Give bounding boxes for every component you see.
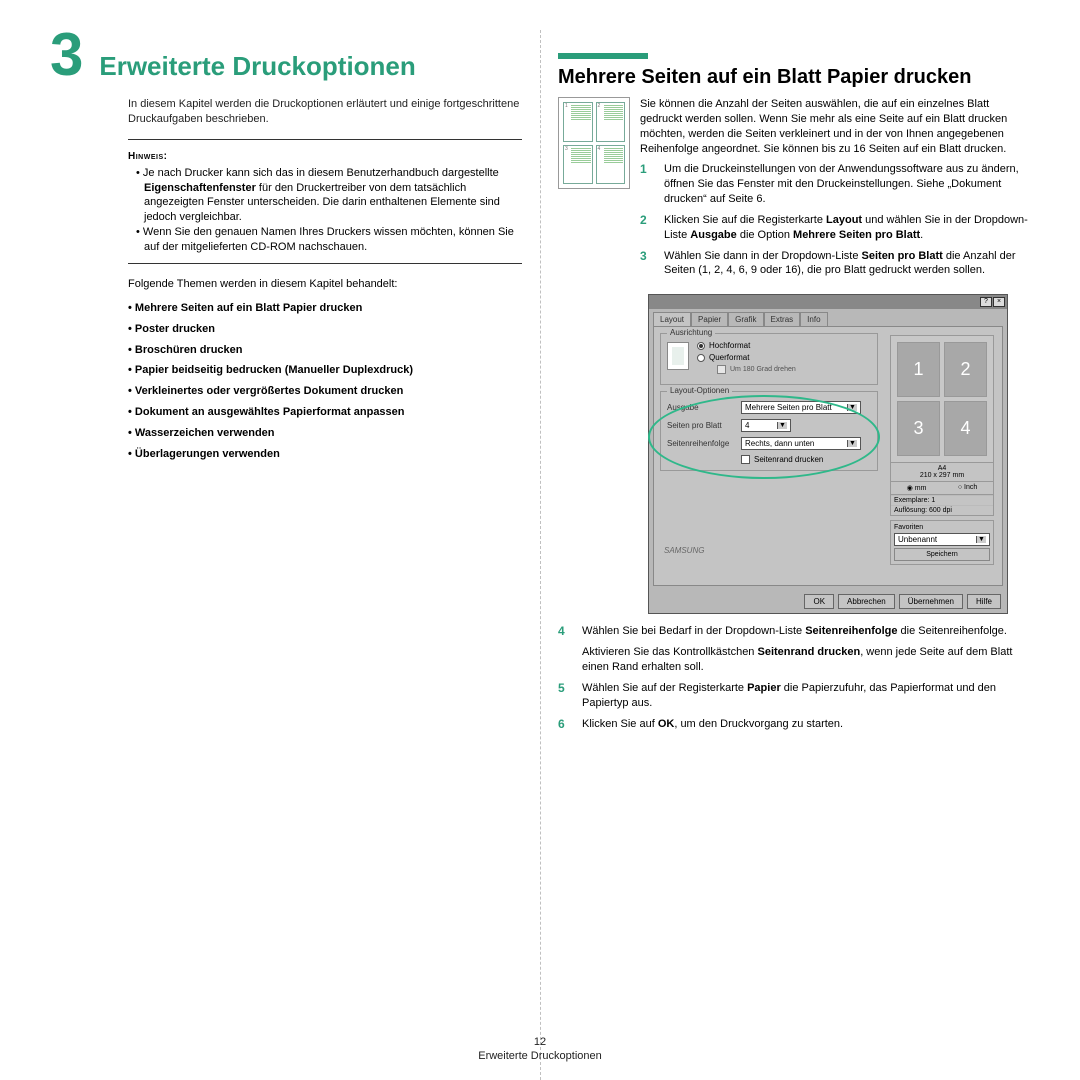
step-number: 3 — [640, 249, 654, 279]
topic-link[interactable]: Poster drucken — [128, 319, 522, 340]
note-item: Je nach Drucker kann sich das in diesem … — [136, 166, 522, 225]
topic-link[interactable]: Papier beidseitig bedrucken (Manueller D… — [128, 360, 522, 381]
dialog-titlebar: ?× — [649, 295, 1007, 309]
close-icon[interactable]: × — [993, 297, 1005, 307]
topic-link[interactable]: Überlagerungen verwenden — [128, 444, 522, 465]
nup-thumbnail: 1 2 3 4 — [558, 97, 630, 189]
topics-intro: Folgende Themen werden in diesem Kapitel… — [128, 278, 522, 290]
chapter-title: Erweiterte Druckoptionen — [99, 52, 415, 81]
chapter-intro: In diesem Kapitel werden die Druckoption… — [128, 97, 522, 127]
step-text: Wählen Sie auf der Registerkarte Papier … — [582, 681, 1030, 711]
step-text: Klicken Sie auf OK, um den Druckvorgang … — [582, 717, 1030, 732]
print-dialog: ?× Layout Papier Grafik Extras Info Ausr… — [648, 294, 1008, 614]
step-number: 4 — [558, 624, 572, 639]
topic-link[interactable]: Verkleinertes oder vergrößertes Dokument… — [128, 381, 522, 402]
group-layout-options: Layout-Optionen — [667, 386, 732, 395]
favorites-group: Favoriten Unbenannt▼ Speichern — [890, 520, 994, 565]
step-text: Aktivieren Sie das Kontrollkästchen Seit… — [582, 645, 1030, 675]
step-number: 2 — [640, 213, 654, 243]
preview-paper-label: A4210 x 297 mm — [890, 463, 994, 482]
checkbox-page-border[interactable] — [741, 455, 750, 464]
note-label: Hinweis: — [128, 151, 167, 162]
topic-link[interactable]: Dokument an ausgewähltes Papierformat an… — [128, 402, 522, 423]
preview-info: Exemplare: 1 Auflösung: 600 dpi — [890, 495, 994, 516]
tab-paper[interactable]: Papier — [691, 312, 728, 326]
topic-link[interactable]: Broschüren drucken — [128, 340, 522, 361]
section-accent-bar — [558, 53, 648, 59]
brand-logo: SAMSUNG — [664, 546, 704, 555]
step-text: Klicken Sie auf die Registerkarte Layout… — [664, 213, 1030, 243]
tab-extras[interactable]: Extras — [764, 312, 801, 326]
orientation-preview-icon — [667, 342, 689, 370]
tab-layout[interactable]: Layout — [653, 312, 691, 326]
help-button[interactable]: Hilfe — [967, 594, 1001, 609]
help-icon[interactable]: ? — [980, 297, 992, 307]
note-item: Wenn Sie den genauen Namen Ihres Drucker… — [136, 225, 522, 255]
tab-graphics[interactable]: Grafik — [728, 312, 763, 326]
topic-link[interactable]: Mehrere Seiten auf ein Blatt Papier druc… — [128, 298, 522, 319]
page-footer: 12 Erweiterte Druckoptionen — [0, 1036, 1080, 1062]
section-title: Mehrere Seiten auf ein Blatt Papier druc… — [558, 65, 1030, 89]
group-orientation: Ausrichtung — [667, 328, 715, 337]
note-block: Hinweis: Je nach Drucker kann sich das i… — [128, 139, 522, 264]
step-number: 6 — [558, 717, 572, 732]
select-page-order[interactable]: Rechts, dann unten▼ — [741, 437, 861, 450]
topic-link[interactable]: Wasserzeichen verwenden — [128, 423, 522, 444]
section-intro: Sie können die Anzahl der Seiten auswähl… — [640, 97, 1030, 156]
step-number: 5 — [558, 681, 572, 711]
select-favorites[interactable]: Unbenannt▼ — [894, 533, 990, 546]
checkbox-rotate[interactable] — [717, 365, 726, 374]
cancel-button[interactable]: Abbrechen — [838, 594, 895, 609]
radio-landscape[interactable] — [697, 354, 705, 362]
save-favorite-button[interactable]: Speichern — [894, 548, 990, 561]
select-pages-per-sheet[interactable]: 4▼ — [741, 419, 791, 432]
step-text: Wählen Sie dann in der Dropdown-Liste Se… — [664, 249, 1030, 279]
radio-portrait[interactable] — [697, 342, 705, 350]
ok-button[interactable]: OK — [804, 594, 834, 609]
step-number — [558, 645, 572, 675]
step-number: 1 — [640, 162, 654, 207]
tab-info[interactable]: Info — [800, 312, 827, 326]
preview-grid: 12 34 — [890, 335, 994, 463]
select-output[interactable]: Mehrere Seiten pro Blatt▼ — [741, 401, 861, 414]
step-text: Wählen Sie bei Bedarf in der Dropdown-Li… — [582, 624, 1030, 639]
topics-list: Mehrere Seiten auf ein Blatt Papier druc… — [128, 298, 522, 465]
chapter-number: 3 — [50, 25, 83, 85]
apply-button[interactable]: Übernehmen — [899, 594, 963, 609]
step-text: Um die Druckeinstellungen von der Anwend… — [664, 162, 1030, 207]
unit-selector[interactable]: ◉ mm○ Inch — [890, 482, 994, 495]
